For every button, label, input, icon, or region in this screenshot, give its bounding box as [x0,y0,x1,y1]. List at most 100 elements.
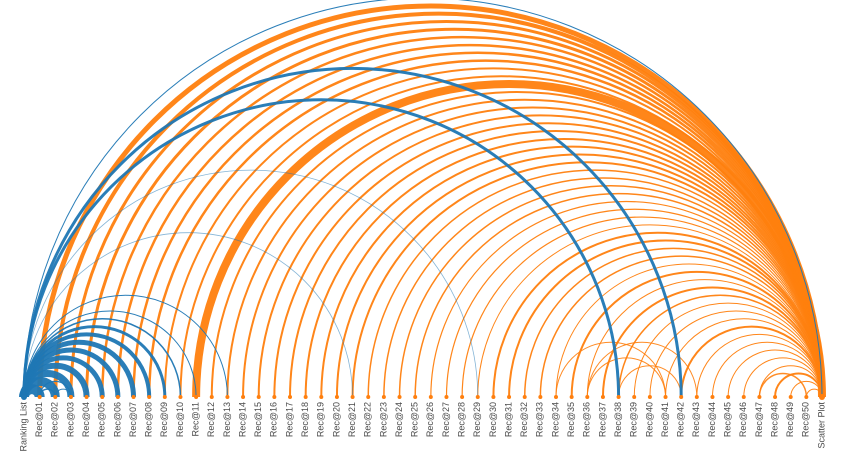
arc-ranking-rec-21 [23,232,353,398]
node-label-rec-08: Rec@08 [144,402,154,437]
arc-scatter-rec-49 [790,380,823,398]
node-label-rec-28: Rec@28 [456,402,466,437]
arc-rec-36-rec-43 [586,341,698,398]
arc-layer [19,0,826,398]
node-rec-42 [679,395,684,399]
node-rec-19 [319,395,324,399]
arc-scatter-rec-47 [758,365,823,398]
arc-ranking-scatter-plot [23,0,823,398]
arc-ranking-rec-42 [22,66,683,398]
node-label-rec-01: Rec@01 [34,402,44,437]
node-rec-17 [288,395,292,399]
arc-scatter-rec-38 [617,294,823,398]
node-label-rec-43: Rec@43 [691,402,701,437]
node-rec-06 [115,395,120,399]
arc-scatter-rec-48 [774,372,823,398]
arc-ranking-rec-38 [22,98,621,398]
arc-scatter-rec-43 [696,334,823,398]
arc-scatter-rec-46 [743,357,823,398]
node-rec-26 [428,395,433,399]
node-layer [21,394,825,400]
arc-scatter-rec-22 [367,169,823,398]
node-rec-40 [647,395,652,399]
node-label-rec-38: Rec@38 [613,402,623,437]
node-rec-14 [241,395,246,399]
node-label-rec-18: Rec@18 [300,402,310,437]
node-rec-41 [663,395,668,399]
node-rec-24 [397,395,402,399]
node-rec-49 [788,395,793,399]
node-label-rec-26: Rec@26 [425,402,435,437]
node-label-rec-33: Rec@33 [535,402,545,437]
node-label-rec-14: Rec@14 [237,402,247,437]
node-label-rec-27: Rec@27 [441,402,451,437]
node-label-rec-09: Rec@09 [159,402,169,437]
node-rec-05 [100,395,105,399]
arc-ranking-rec-11 [23,310,197,398]
node-label-rec-37: Rec@37 [597,402,607,437]
node-label-rec-06: Rec@06 [112,402,122,437]
node-rec-11 [194,395,199,399]
node-label-rec-05: Rec@05 [97,402,107,437]
node-rec-28 [460,395,465,399]
arc-rec-47-rec-50 [758,372,808,398]
arc-scatter-rec-33 [539,255,823,398]
node-rec-16 [272,395,277,399]
node-label-rec-39: Rec@39 [629,402,639,437]
node-rec-30 [491,395,496,399]
node-label-rec-29: Rec@29 [472,402,482,437]
node-label-rec-49: Rec@49 [785,402,795,437]
node-label-rec-02: Rec@02 [50,402,60,437]
arc-scatter-rec-28 [461,216,823,398]
arc-scatter-rec-40 [649,310,823,398]
arc-rec-36-rec-41 [586,357,667,398]
label-layer: Ranking List Rec@01 Rec@02 Rec@03 Rec@04 Rec@… [18,402,826,452]
arc-ranking-rec-29 [23,169,479,398]
node-label-rec-04: Rec@04 [81,402,91,437]
node-rec-33 [538,395,543,399]
arc-scatter-rec-21 [351,161,823,398]
node-rec-10 [178,395,183,399]
arc-scatter-rec-32 [523,247,823,398]
node-rec-34 [554,395,558,399]
node-rec-04 [84,395,89,399]
arc-ranking-rec-09 [22,325,167,398]
node-rec-02 [53,395,58,399]
arc-scatter-rec-26 [430,200,823,398]
node-label-rec-07: Rec@07 [128,402,138,437]
node-label-rec-11: Rec@11 [190,402,200,436]
node-label-rec-31: Rec@31 [503,402,513,437]
node-label-rec-16: Rec@16 [269,402,279,437]
node-rec-38 [616,395,621,399]
node-label-rec-13: Rec@13 [222,402,232,437]
node-rec-45 [726,395,731,399]
node-label-rec-19: Rec@19 [316,402,326,437]
node-label-rec-10: Rec@10 [175,402,185,437]
node-label-scatter-plot: Scatter Plot [816,402,826,449]
node-rec-01 [37,395,42,399]
node-label-rec-41: Rec@41 [660,402,670,437]
node-rec-09 [162,395,167,399]
node-label-rec-46: Rec@46 [738,402,748,437]
arc-scatter-rec-23 [383,177,823,398]
node-rec-50 [804,395,809,399]
node-label-rec-42: Rec@42 [676,402,686,437]
arc-rec-38-rec-42 [618,365,682,398]
node-rec-27 [444,395,449,399]
node-rec-20 [334,395,339,399]
node-rec-12 [209,395,214,399]
arc-ranking-rec-10 [23,318,182,398]
node-label-rec-30: Rec@30 [488,402,498,437]
arc-scatter-rec-45 [727,349,823,398]
node-scatter-plot [819,394,825,400]
node-rec-39 [632,395,637,399]
node-rec-31 [507,395,512,399]
arc-scatter-rec-25 [414,192,823,398]
node-rec-03 [68,395,73,399]
arc-ranking-rec-13 [23,294,228,398]
node-rec-37 [600,395,605,399]
node-label-rec-20: Rec@20 [331,402,341,437]
node-label-rec-22: Rec@22 [363,402,373,437]
node-rec-44 [710,395,715,399]
arc-scatter-rec-39 [633,302,823,398]
